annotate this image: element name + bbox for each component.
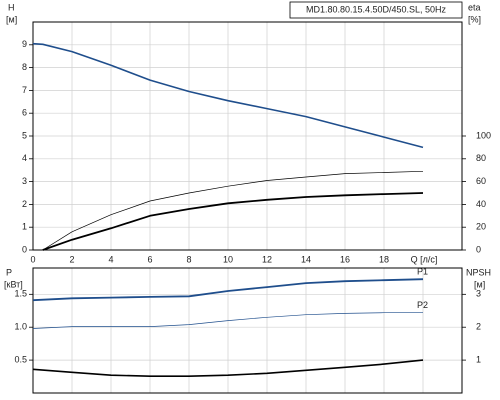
x-tick-label: 6 [147, 254, 152, 264]
y-tick-label: 5 [22, 130, 27, 140]
x-tick-label: 10 [223, 254, 233, 264]
series-line [42, 192, 424, 251]
y-tick-label: 0 [22, 244, 27, 254]
bottom-frame [32, 267, 463, 394]
series-label: P1 [417, 267, 428, 277]
chart-title: MD1.80.80.15.4.50D/450.SL, 50Hz [306, 4, 447, 14]
series-label: P2 [417, 300, 428, 310]
y2-tick-label: 3 [476, 289, 481, 299]
y-tick-label: 0.5 [14, 354, 27, 364]
series-line [32, 278, 424, 302]
x-tick-label: 18 [379, 254, 389, 264]
y2-tick-label: 60 [476, 176, 486, 186]
y-tick-label: 9 [22, 39, 27, 49]
y-tick-label: 3 [22, 176, 27, 186]
x-tick-label: 16 [340, 254, 350, 264]
x-tick-label: 2 [69, 254, 74, 264]
y-tick-label: 1.5 [14, 289, 27, 299]
y2-tick-label: 80 [476, 153, 486, 163]
y-axis-label: H [8, 2, 15, 12]
y2-axis-unit: [м] [474, 279, 485, 289]
y-tick-label: 6 [22, 108, 27, 118]
y-tick-label: 7 [22, 85, 27, 95]
y2-axis-label: eta [468, 2, 481, 12]
y-tick-label: 1 [22, 222, 27, 232]
y-axis-unit: [кВт] [4, 279, 23, 289]
y2-tick-label: 0 [476, 244, 481, 254]
y2-axis-unit: [%] [468, 14, 481, 24]
y-tick-label: 2 [22, 199, 27, 209]
y-tick-label: 4 [22, 153, 27, 163]
y-axis-unit: [м] [6, 14, 17, 24]
series-line [42, 170, 424, 251]
x-tick-label: 0 [30, 254, 35, 264]
y-axis-label: P [6, 267, 12, 277]
y2-tick-label: 100 [476, 130, 491, 140]
series-line [32, 312, 423, 329]
y2-tick-label: 1 [476, 354, 481, 364]
title-box [289, 1, 463, 19]
y2-tick-label: 2 [476, 322, 481, 332]
x-axis-label: Q [л/с] [411, 254, 438, 264]
y2-axis-label: NPSH [466, 267, 491, 277]
y-tick-label: 8 [22, 62, 27, 72]
x-tick-label: 4 [108, 254, 113, 264]
series-line [32, 42, 424, 149]
series-line [32, 359, 424, 377]
x-tick-label: 14 [301, 254, 311, 264]
x-tick-label: 12 [262, 254, 272, 264]
y2-tick-label: 20 [476, 222, 486, 232]
y2-tick-label: 40 [476, 199, 486, 209]
x-tick-label: 8 [186, 254, 191, 264]
y-tick-label: 1.0 [14, 322, 27, 332]
